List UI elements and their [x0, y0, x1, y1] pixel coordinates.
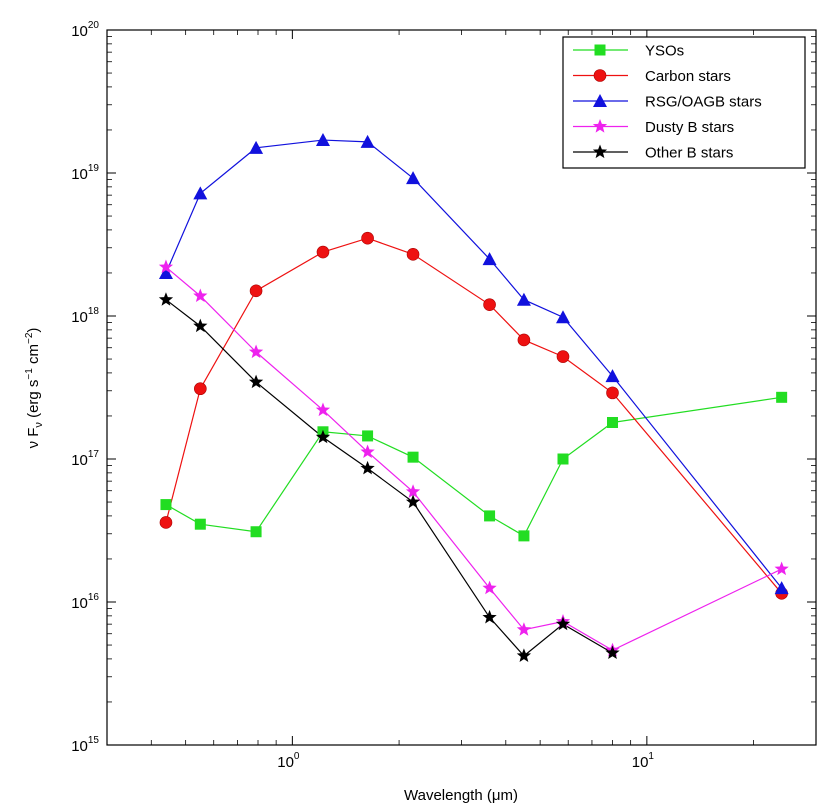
legend-label-other-b-stars: Other B stars: [645, 145, 733, 162]
data-point-rsg-oagb-stars: [555, 310, 570, 324]
y-tick-label: 1017: [71, 449, 99, 469]
data-point-dusty-b-stars: [193, 288, 208, 303]
legend-marker-carbon-stars: [593, 69, 607, 82]
data-point-other-b-stars: [315, 429, 331, 444]
data-point-dusty-b-stars: [774, 561, 789, 576]
data-point-rsg-oagb-stars: [482, 252, 497, 266]
data-point-ysos: [518, 530, 530, 542]
data-point-carbon-stars: [361, 231, 374, 245]
data-point-dusty-b-stars: [315, 402, 331, 417]
y-axis-label: ν Fν (erg s−1 cm−2): [24, 328, 45, 449]
x-axis-label: Wavelength (μm): [404, 787, 518, 804]
series-line-other-b-stars: [165, 299, 613, 657]
data-point-rsg-oagb-stars: [516, 292, 531, 306]
x-tick-label: 100: [277, 751, 300, 771]
legend: YSOs Carbon stars RSG/OAGB stars Dusty B st…: [562, 36, 806, 169]
data-point-carbon-stars: [406, 248, 420, 261]
data-point-rsg-oagb-stars: [360, 134, 375, 148]
y-tick-label: 1019: [71, 163, 99, 183]
data-point-dusty-b-stars: [248, 344, 264, 359]
data-point-dusty-b-stars: [360, 444, 375, 459]
y-tick-label: 1020: [71, 20, 99, 40]
data-point-ysos: [607, 416, 619, 428]
data-point-carbon-stars: [517, 333, 531, 347]
legend-marker-ysos: [594, 44, 606, 56]
legend-label-rsg-oagb-stars: RSG/OAGB stars: [645, 94, 762, 111]
data-point-carbon-stars: [483, 298, 496, 311]
data-point-other-b-stars: [405, 494, 421, 509]
data-point-ysos: [407, 451, 419, 463]
data-point-ysos: [776, 391, 788, 403]
data-point-dusty-b-stars: [158, 259, 174, 274]
data-point-carbon-stars: [316, 245, 330, 259]
data-point-other-b-stars: [605, 645, 620, 660]
data-point-carbon-stars: [159, 516, 173, 529]
data-point-other-b-stars: [555, 616, 571, 631]
data-point-carbon-stars: [249, 284, 263, 298]
data-point-other-b-stars: [360, 460, 375, 475]
legend-marker-rsg-oagb-stars: [593, 94, 607, 107]
data-point-ysos: [250, 526, 262, 538]
x-tick-label: 101: [632, 751, 655, 771]
data-point-rsg-oagb-stars: [774, 581, 789, 595]
data-point-carbon-stars: [606, 386, 619, 400]
data-point-rsg-oagb-stars: [249, 140, 264, 154]
data-point-other-b-stars: [516, 648, 532, 662]
legend-label-ysos: YSOs: [645, 43, 684, 60]
data-point-rsg-oagb-stars: [406, 171, 421, 185]
data-point-rsg-oagb-stars: [193, 186, 208, 200]
data-point-dusty-b-stars: [405, 484, 421, 498]
data-point-carbon-stars: [194, 382, 207, 396]
data-point-dusty-b-stars: [482, 580, 497, 595]
data-point-carbon-stars: [556, 350, 570, 363]
data-point-ysos: [362, 430, 374, 442]
data-point-other-b-stars: [248, 374, 264, 389]
data-point-ysos: [194, 518, 206, 530]
data-point-rsg-oagb-stars: [158, 265, 173, 279]
data-point-rsg-oagb-stars: [605, 369, 620, 383]
data-point-other-b-stars: [158, 292, 174, 306]
data-point-ysos: [484, 510, 496, 522]
legend-label-carbon-stars: Carbon stars: [645, 68, 731, 85]
legend-label-dusty-b-stars: Dusty B stars: [645, 119, 734, 136]
y-tick-label: 1016: [71, 592, 99, 612]
data-point-ysos: [160, 499, 172, 511]
data-point-other-b-stars: [482, 609, 497, 624]
legend-marker-dusty-b-stars: [592, 119, 608, 133]
data-point-ysos: [557, 453, 569, 465]
legend-marker-other-b-stars: [592, 144, 608, 159]
data-point-other-b-stars: [193, 318, 208, 333]
data-point-rsg-oagb-stars: [315, 133, 330, 147]
y-tick-label: 1018: [71, 306, 99, 326]
data-point-dusty-b-stars: [516, 622, 532, 636]
y-tick-label: 1015: [71, 735, 99, 755]
